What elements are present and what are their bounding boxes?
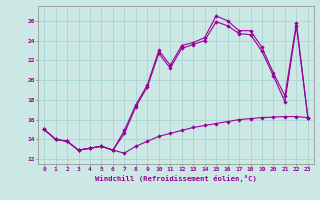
X-axis label: Windchill (Refroidissement éolien,°C): Windchill (Refroidissement éolien,°C) xyxy=(95,175,257,182)
